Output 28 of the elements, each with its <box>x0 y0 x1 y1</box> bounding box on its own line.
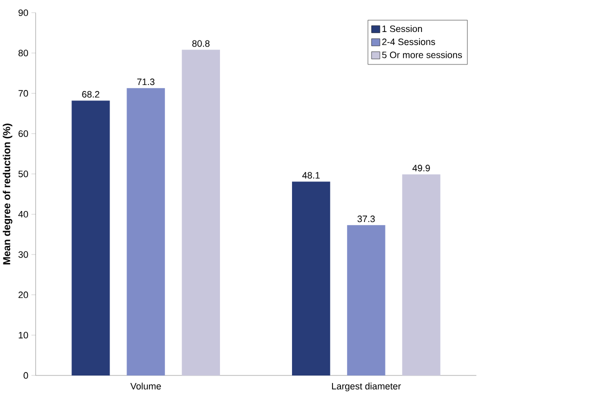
legend-label: 5 Or more sessions <box>382 51 462 58</box>
data-label: 68.2 <box>82 91 100 98</box>
legend-label: 2-4 Sessions <box>382 38 436 46</box>
bar <box>402 174 440 376</box>
y-tick-label: 30 <box>18 251 28 258</box>
bar <box>292 182 330 376</box>
legend-label: 1 Session <box>382 25 422 32</box>
x-tick-label: Largest diameter <box>332 382 401 392</box>
y-tick-label: 60 <box>18 130 28 137</box>
bar <box>72 100 110 376</box>
bar <box>347 225 386 376</box>
data-label: 80.8 <box>192 40 210 47</box>
y-tick-label: 70 <box>18 90 28 97</box>
y-tick-label: 20 <box>18 292 28 298</box>
x-tick-label: Volume <box>130 382 161 390</box>
y-tick-label: 50 <box>18 170 28 178</box>
data-label: 49.9 <box>412 164 430 172</box>
y-tick-label: 90 <box>18 9 28 16</box>
y-tick-label: 0 <box>24 372 28 379</box>
y-tick-label: 80 <box>18 50 28 56</box>
y-tick-label: 40 <box>18 210 28 218</box>
data-label: 48.1 <box>302 172 320 179</box>
bar <box>182 50 220 376</box>
bar <box>126 88 165 376</box>
y-tick-label: 10 <box>18 332 28 338</box>
data-label: 37.3 <box>357 216 375 222</box>
data-label: 71.3 <box>137 78 154 86</box>
y-axis-title: Mean degree of reduction (%) <box>2 124 12 264</box>
